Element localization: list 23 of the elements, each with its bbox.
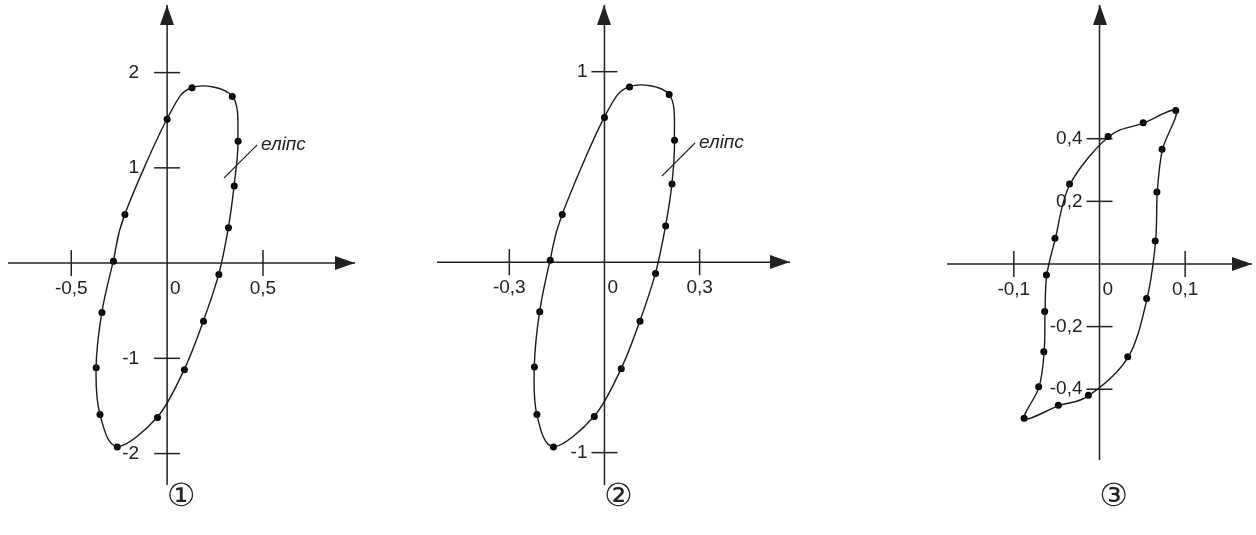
text: ①	[166, 476, 196, 514]
x-tick-label: 0,5	[249, 276, 277, 298]
y-tick-label: 1	[576, 59, 588, 81]
y-tick-label: 1	[128, 156, 140, 178]
x-tick-label: 0	[1102, 277, 1114, 299]
x-tick-label: -0,5	[54, 276, 88, 298]
y-tick-label: 0,4	[1056, 126, 1083, 148]
y-tick-label: -2	[122, 441, 140, 463]
annotation: еліпс	[699, 131, 745, 153]
x-tick-label: 0,1	[1171, 277, 1199, 299]
x-tick-label: 0	[170, 276, 181, 298]
y-tick-label: -1	[570, 440, 588, 462]
y-tick-label: -1	[122, 346, 140, 368]
y-tick-label: -0,4	[1049, 377, 1083, 399]
text: ②	[604, 476, 633, 514]
y-tick-label: -0,2	[1049, 314, 1083, 336]
x-tick-label: 0	[607, 275, 619, 297]
text: ③	[1099, 476, 1128, 514]
x-tick-label: 0,3	[686, 275, 713, 297]
x-tick-label: -0,3	[492, 275, 526, 297]
x-tick-label: -0,1	[997, 277, 1031, 299]
y-tick-label: 2	[128, 60, 140, 82]
annotation: еліпс	[261, 133, 307, 155]
